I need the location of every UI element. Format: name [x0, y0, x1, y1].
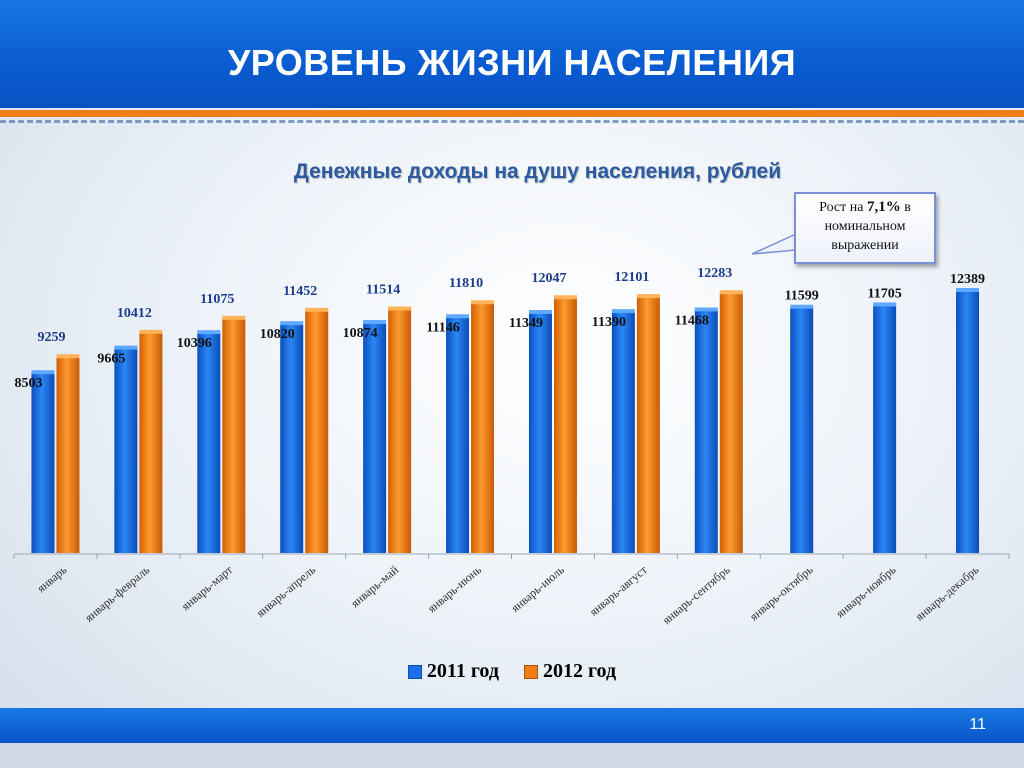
bar-2011: [446, 317, 470, 553]
data-label-2011: 10396: [177, 336, 212, 351]
page-title: УРОВЕНЬ ЖИЗНИ НАСЕЛЕНИЯ: [227, 42, 797, 83]
data-label-2011: 10820: [260, 327, 295, 342]
bar-2012-top: [222, 315, 246, 320]
bar-2012-top: [471, 300, 495, 305]
bar-2011-top: [611, 309, 635, 314]
data-label-2011: 12389: [950, 272, 985, 287]
data-label-2012: 12101: [614, 270, 649, 285]
bar-2012: [388, 309, 412, 553]
x-tick-label: январь-ноябрь: [833, 562, 899, 620]
x-tick-label: январь: [34, 562, 70, 595]
bar-2012-top: [636, 294, 660, 299]
bar-2011: [790, 307, 814, 553]
bar-2011-top: [528, 309, 552, 314]
data-label-2011: 10874: [343, 326, 378, 341]
bar-2011: [611, 312, 635, 553]
bar-2011: [363, 323, 387, 553]
bar-2012-top: [719, 290, 743, 295]
data-label-2011: 8503: [14, 376, 42, 391]
bar-2011-top: [446, 314, 470, 319]
dashed-divider: [0, 120, 1024, 123]
data-label-2012: 10412: [117, 306, 152, 321]
bar-2011: [873, 305, 897, 553]
bar-2011: [31, 373, 55, 553]
bar-2012: [553, 298, 577, 553]
bar-2012: [636, 297, 660, 553]
bar-2011: [280, 324, 304, 553]
bar-2011-top: [694, 307, 718, 312]
bar-2011: [694, 310, 718, 553]
bar-2012-top: [388, 306, 412, 311]
x-tick-label: январь-июль: [508, 562, 567, 615]
data-label-2011: 11468: [675, 313, 709, 328]
header-bar: УРОВЕНЬ ЖИЗНИ НАСЕЛЕНИЯ: [0, 0, 1024, 108]
bar-2011: [197, 333, 221, 553]
bar-2012: [222, 318, 246, 553]
callout-suffix: в номинальном выражении: [824, 200, 911, 253]
data-label-2012: 11075: [200, 292, 234, 307]
x-tick-label: январь-апрель: [254, 562, 319, 620]
chart-legend: 2011 год 2012 год: [0, 660, 1024, 685]
legend-swatch-2012: [523, 664, 538, 679]
legend-label-2011: 2011 год: [426, 660, 499, 682]
x-tick-label: январь-октябрь: [747, 562, 816, 623]
footer-bar: 11: [0, 708, 1024, 743]
bar-2011-top: [114, 345, 138, 350]
data-label-2011: 11349: [509, 316, 543, 331]
bar-2011-top: [873, 302, 897, 307]
data-label-2011: 11705: [868, 286, 902, 301]
legend-swatch-2011: [407, 664, 422, 679]
data-label-2011: 11146: [426, 320, 459, 335]
x-tick-label: январь-май: [348, 562, 401, 610]
bar-2011-top: [197, 330, 221, 335]
bar-2012: [471, 303, 495, 553]
callout-prefix: Рост на: [819, 200, 867, 215]
bar-2011: [528, 312, 552, 553]
bar-2012-top: [139, 329, 163, 334]
x-tick-label: январь-август: [587, 562, 651, 619]
bar-2011-top: [956, 288, 980, 292]
bar-2011: [114, 348, 138, 553]
bar-2011-top: [790, 304, 814, 309]
bar-2011-top: [280, 321, 304, 326]
data-label-2012: 11514: [366, 283, 400, 298]
growth-callout: Рост на 7,1% в номинальном выражении: [794, 192, 936, 264]
bar-2011-top: [31, 370, 55, 375]
bar-2012: [56, 357, 80, 553]
data-label-2012: 12283: [697, 266, 732, 281]
x-tick-label: январь-март: [179, 562, 236, 613]
legend-item-2011: 2011 год: [407, 660, 499, 683]
footer-strip: [0, 743, 1024, 768]
bar-2012: [139, 332, 163, 553]
chart-title: Денежные доходы на душу населения, рубле…: [293, 160, 782, 183]
bar-chart: 8503 9259 январь 9665 10412 январь-февраль 103…: [13, 266, 1010, 627]
data-label-2011: 11599: [785, 289, 819, 304]
page-number: 11: [969, 716, 986, 733]
orange-stripe: [0, 110, 1024, 117]
data-label-2011: 11390: [592, 315, 626, 330]
bar-2012-top: [553, 295, 577, 300]
data-label-2011: 9665: [97, 352, 125, 367]
data-label-2012: 12047: [531, 271, 566, 286]
x-tick-label: январь-июнь: [425, 562, 485, 615]
data-label-2012: 11452: [283, 284, 317, 299]
legend-item-2012: 2012 год: [523, 660, 617, 683]
data-label-2012: 11810: [449, 276, 483, 291]
bar-2012: [305, 310, 329, 553]
bar-2012-top: [305, 307, 329, 312]
bar-2011-top: [363, 320, 387, 325]
data-label-2012: 9259: [37, 330, 65, 345]
legend-label-2012: 2012 год: [542, 660, 617, 682]
x-tick-label: январь-сентябрь: [660, 562, 733, 627]
x-tick-label: январь-февраль: [82, 562, 153, 624]
x-tick-label: январь-декабрь: [913, 562, 982, 623]
callout-value: 7,1%: [866, 199, 901, 215]
bar-2012-top: [56, 354, 80, 359]
bar-2012: [719, 293, 743, 553]
bar-2011: [956, 291, 980, 553]
